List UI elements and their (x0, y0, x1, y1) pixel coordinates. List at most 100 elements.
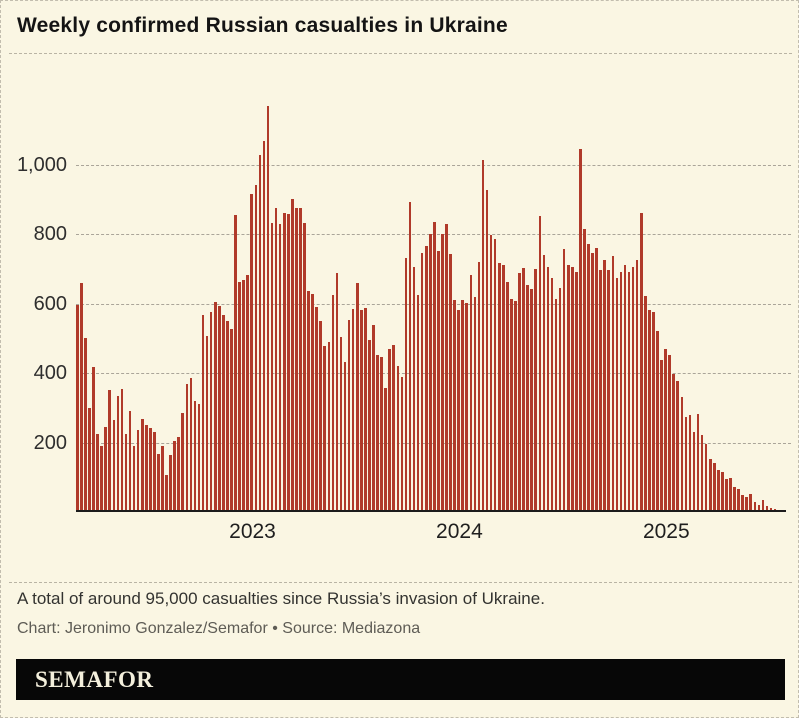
bar (538, 215, 542, 512)
bar (761, 499, 765, 512)
bar (648, 310, 651, 512)
bar (745, 497, 749, 512)
bar (201, 314, 205, 512)
bar (327, 341, 331, 512)
y-axis-label: 400 (33, 362, 67, 384)
bar (587, 243, 590, 512)
bar (680, 397, 684, 512)
bar (615, 278, 619, 512)
bar (721, 472, 724, 512)
bar (124, 433, 128, 512)
bar (696, 413, 700, 512)
bar (420, 253, 424, 512)
bar (376, 354, 379, 512)
bar (238, 282, 241, 512)
bar (692, 432, 696, 512)
plot-area (76, 95, 786, 512)
bar (562, 249, 566, 512)
semafor-logo: SEMAFOR (35, 666, 154, 692)
bar (627, 271, 631, 512)
logo-bar: SEMAFOR (16, 659, 785, 700)
bar (510, 299, 513, 512)
bar (664, 349, 667, 512)
bar (140, 419, 144, 512)
bar (404, 258, 408, 512)
bar (704, 443, 708, 512)
bar (222, 315, 225, 512)
bar (258, 154, 262, 512)
bar (688, 414, 692, 512)
bar (226, 321, 229, 512)
bar (343, 361, 347, 512)
x-axis-label: 2023 (229, 520, 276, 543)
bar (566, 264, 570, 512)
bar (209, 311, 213, 512)
gridline-1,000 (76, 164, 791, 166)
bar (250, 194, 254, 512)
bar (595, 247, 598, 512)
bar (708, 458, 712, 512)
bar (213, 302, 217, 512)
bar (765, 506, 769, 512)
bar (656, 331, 659, 512)
bar (120, 388, 124, 512)
bar (757, 504, 761, 512)
bar (153, 431, 156, 512)
bar (644, 295, 647, 512)
bar (489, 234, 493, 512)
bar (335, 272, 339, 512)
bar (278, 223, 282, 512)
bar (173, 441, 176, 512)
bar (351, 309, 355, 512)
chart-caption: A total of around 95,000 casualties sinc… (17, 589, 545, 608)
bar (579, 148, 582, 512)
bar (157, 453, 160, 512)
bar (700, 435, 704, 512)
bar (76, 305, 79, 512)
bar (246, 275, 249, 512)
bar (189, 378, 193, 512)
bar (161, 446, 164, 512)
bar (92, 366, 95, 512)
bar (635, 259, 639, 512)
bar (84, 338, 87, 512)
bar (116, 395, 120, 512)
bar (725, 478, 728, 512)
bar (193, 400, 197, 512)
bar (88, 407, 91, 512)
title-divider (9, 53, 792, 54)
bar (364, 307, 367, 512)
bar (307, 291, 310, 512)
bar (254, 184, 258, 512)
bar (530, 289, 533, 512)
bar (737, 489, 740, 512)
bar (717, 470, 720, 512)
bar (181, 412, 185, 512)
bar (506, 282, 509, 512)
bar (473, 297, 477, 512)
bar (128, 411, 132, 512)
bar (319, 320, 323, 512)
bar (769, 507, 773, 512)
bar (546, 267, 550, 512)
bar (477, 262, 481, 512)
bar (652, 312, 655, 512)
bar (514, 301, 517, 512)
x-axis-label: 2024 (436, 520, 483, 543)
bar (550, 278, 554, 512)
bar (149, 427, 152, 512)
bar (469, 274, 473, 512)
bar (132, 446, 136, 512)
bar (526, 284, 529, 512)
bar (416, 295, 420, 512)
bar (433, 221, 436, 512)
bar (380, 356, 383, 512)
bar (388, 348, 391, 512)
bar (534, 268, 538, 512)
bar (631, 267, 635, 512)
bar (603, 260, 607, 512)
x-axis-label: 2025 (642, 520, 690, 543)
bar (311, 294, 314, 512)
footer-divider (9, 582, 792, 583)
y-axis-label: 800 (33, 223, 67, 245)
